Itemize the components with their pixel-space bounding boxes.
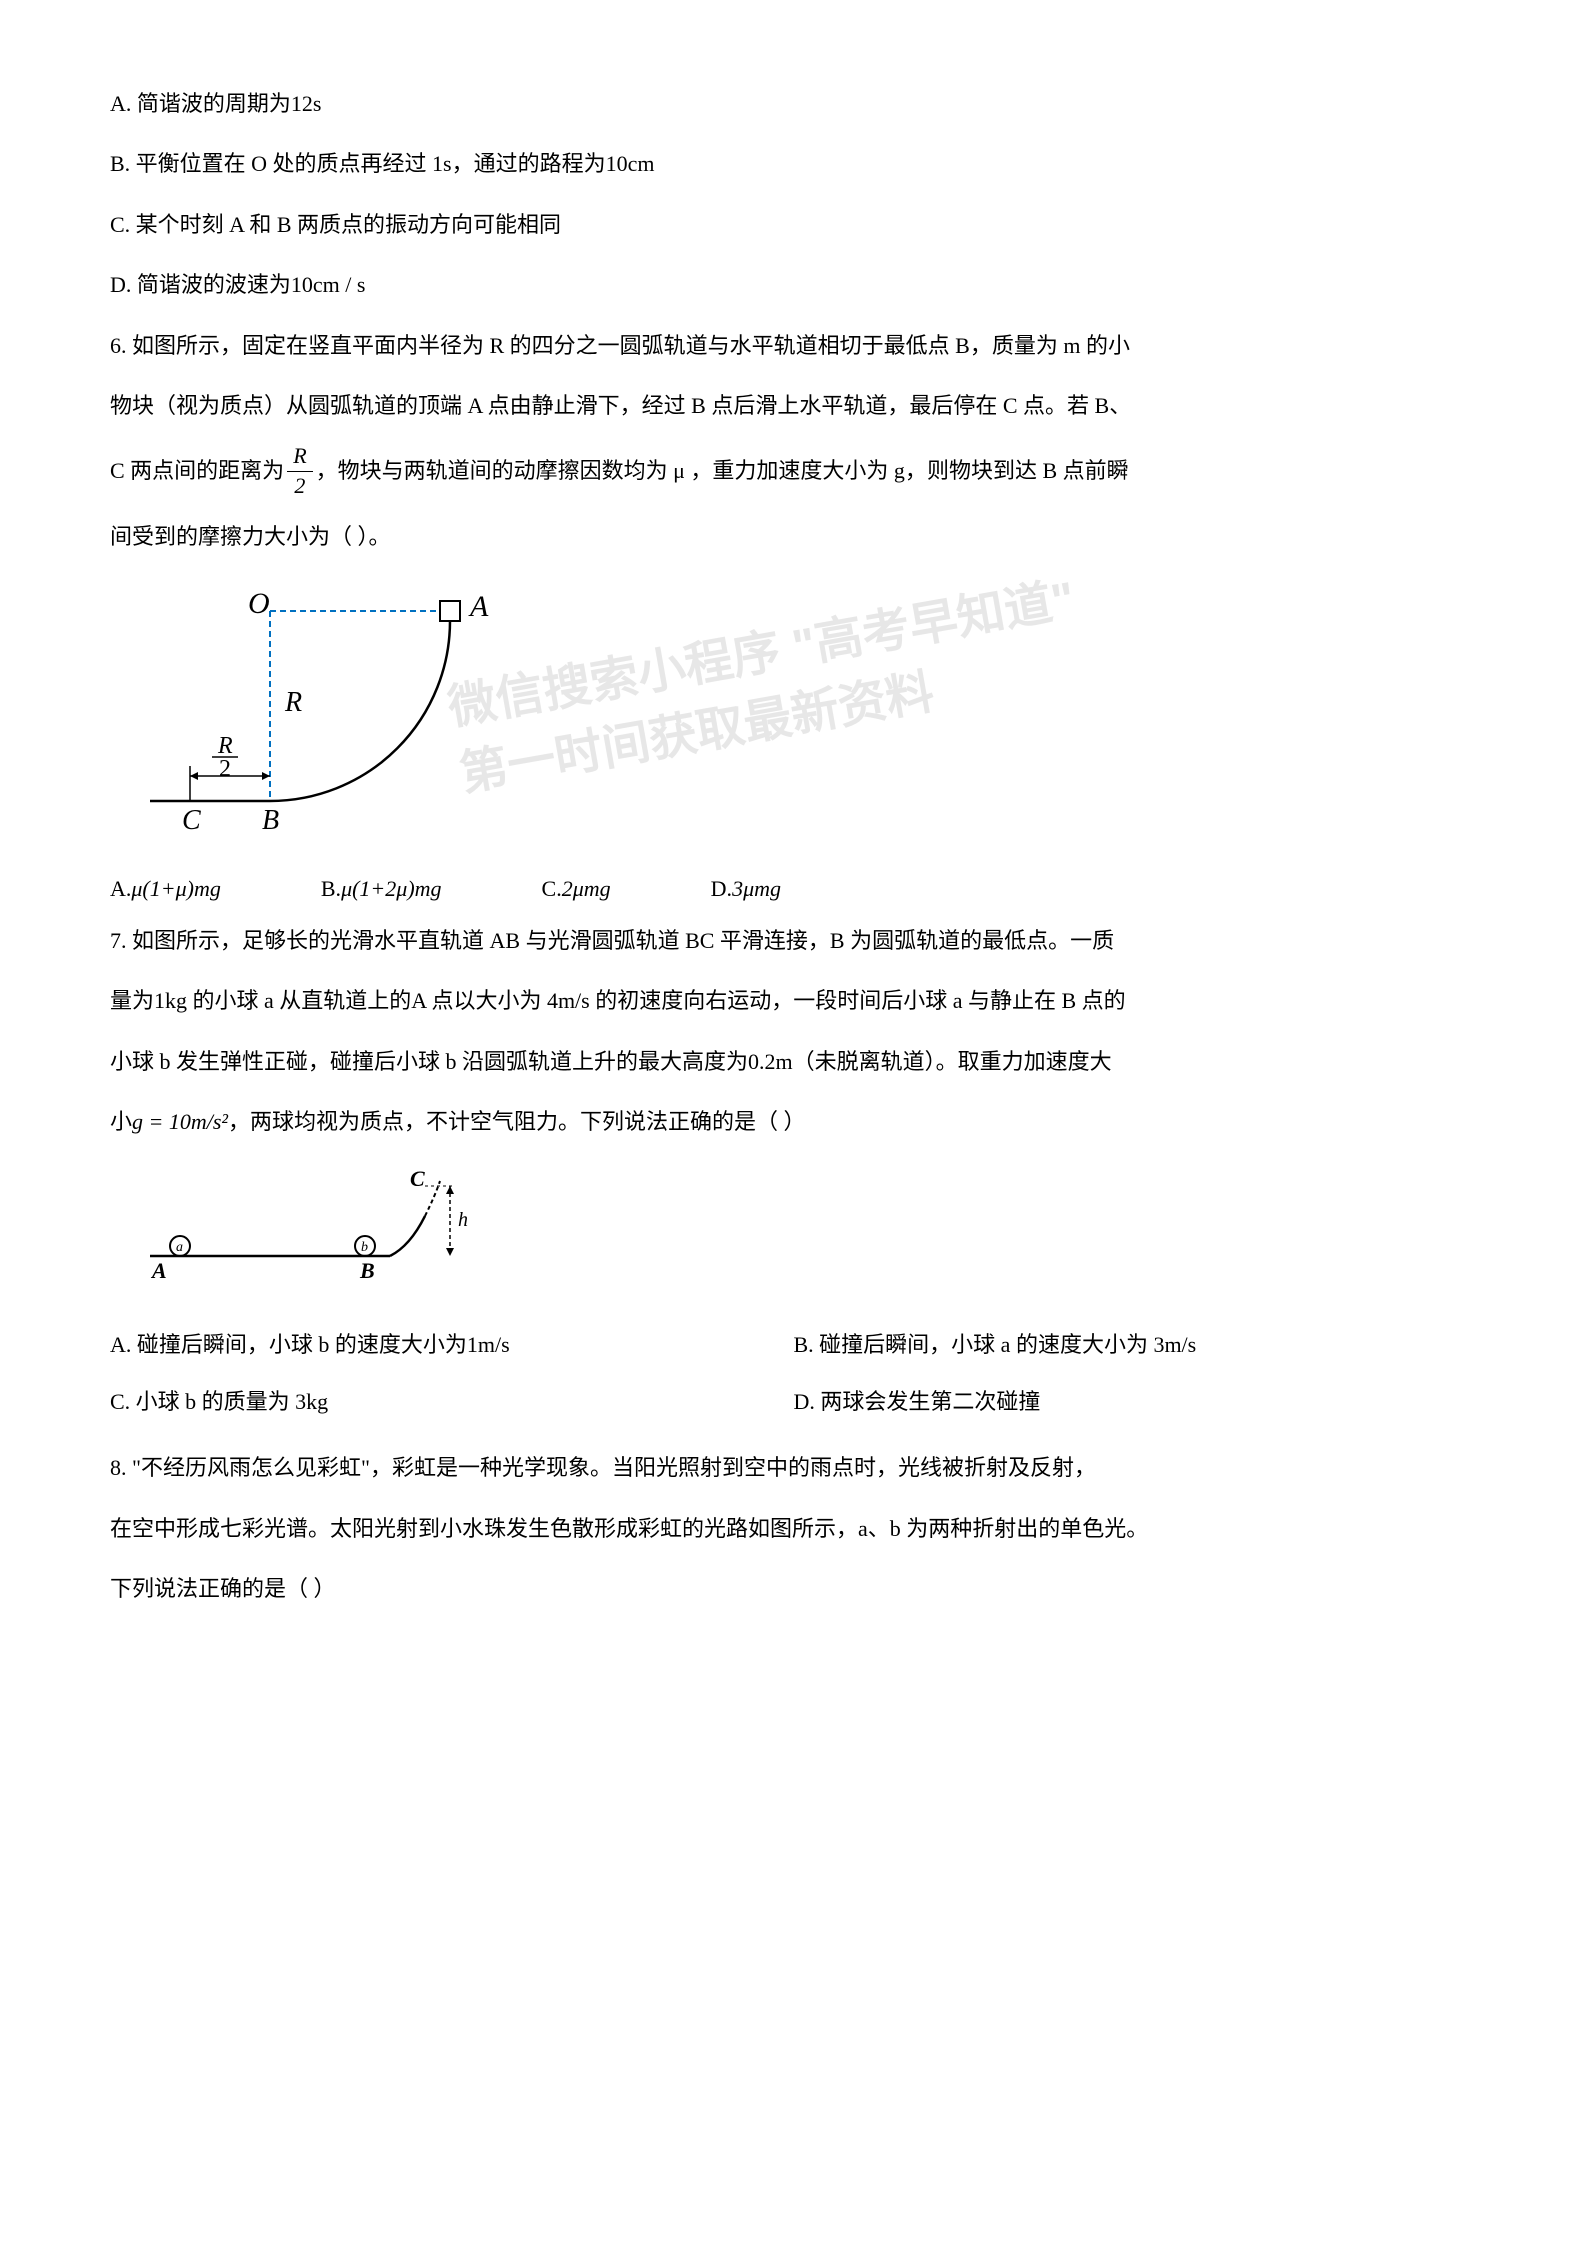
q6-r2-den: 2 (219, 756, 231, 782)
q6-frac-den: 2 (288, 472, 311, 501)
q7-options: A. 碰撞后瞬间，小球 b 的速度大小为1m/s B. 碰撞后瞬间，小球 a 的… (110, 1321, 1477, 1434)
q6-arrow-left (190, 772, 198, 780)
q6-arrow-right (262, 772, 270, 780)
q7-opt-c: C. 小球 b 的质量为 3kg (110, 1378, 794, 1426)
q6-options: A. μ(1+μ)mg B. μ(1+2μ)mg C. 2μmg D. 3μmg (110, 876, 1477, 902)
q7-diagram: a b A B C h (140, 1166, 1477, 1291)
q7-opt-b: B. 碰撞后瞬间，小球 a 的速度大小为 3m/s (794, 1321, 1478, 1369)
q7-line4: 小 g = 10m/s² ，两球均视为质点，不计空气阻力。下列说法正确的是（ ） (110, 1098, 1477, 1146)
q7-ball-a-label: a (176, 1240, 183, 1255)
q8-line3: 下列说法正确的是（ ） (110, 1565, 1477, 1613)
q6-opt-c: C. 2μmg (542, 876, 611, 902)
q6-text-3b: ，物块与两轨道间的动摩擦因数均为 μ ，重力加速度大小为 g，则物块到达 B 点… (316, 447, 1129, 495)
q7-opt-a: A. 碰撞后瞬间，小球 b 的速度大小为1m/s (110, 1321, 794, 1369)
q7-h-arrow-down (446, 1248, 454, 1256)
q6-label-c: C (182, 805, 201, 836)
q7-svg: a b A B C h (140, 1166, 500, 1286)
q6-opt-c-prefix: C. (542, 876, 562, 902)
q6-opt-d-formula: 3μmg (732, 876, 781, 902)
q5-option-a: A. 简谐波的周期为12s (110, 80, 1477, 128)
q7-arc-solid (390, 1216, 425, 1256)
q6-opt-b-formula: μ(1+2μ)mg (341, 876, 441, 902)
q5-option-c: C. 某个时刻 A 和 B 两质点的振动方向可能相同 (110, 201, 1477, 249)
q6-opt-c-formula: 2μmg (562, 876, 611, 902)
q6-opt-d: D. 3μmg (711, 876, 781, 902)
q6-text-line4: 间受到的摩擦力大小为（ ）。 (110, 513, 1477, 561)
q6-svg: O A R R 2 C B (140, 581, 500, 841)
q7-label-b: B (359, 1258, 375, 1283)
q7-opt-d: D. 两球会发生第二次碰撞 (794, 1378, 1478, 1426)
q7-h-arrow-up (446, 1186, 454, 1194)
q8-line1: 8. "不经历风雨怎么见彩虹"，彩虹是一种光学现象。当阳光照射到空中的雨点时，光… (110, 1444, 1477, 1492)
q7-ball-b-label: b (361, 1240, 368, 1255)
q7-line2: 量为1kg 的小球 a 从直轨道上的A 点以大小为 4m/s 的初速度向右运动，… (110, 977, 1477, 1025)
q6-label-o: O (248, 587, 270, 620)
q8-line2: 在空中形成七彩光谱。太阳光射到小水珠发生色散形成彩虹的光路如图所示，a、b 为两… (110, 1505, 1477, 1553)
q6-opt-a: A. μ(1+μ)mg (110, 876, 221, 902)
q6-diagram: O A R R 2 C B (140, 581, 1477, 846)
q6-block-a (440, 601, 460, 621)
q6-label-b: B (262, 805, 279, 836)
q7-label-h: h (458, 1209, 468, 1231)
q7-label-c: C (410, 1166, 425, 1191)
q6-opt-a-formula: μ(1+μ)mg (131, 876, 220, 902)
q6-text-line1: 6. 如图所示，固定在竖直平面内半径为 R 的四分之一圆弧轨道与水平轨道相切于最… (110, 322, 1477, 370)
q7-line4a: 小 (110, 1098, 132, 1146)
q6-opt-b-prefix: B. (321, 876, 341, 902)
q6-label-r: R (284, 687, 302, 718)
q6-frac-r2: R 2 (287, 442, 312, 500)
q7-label-a: A (150, 1258, 167, 1283)
q6-opt-a-prefix: A. (110, 876, 131, 902)
q6-label-a: A (468, 590, 489, 623)
q6-text-3a: C 两点间的距离为 (110, 447, 284, 495)
q6-frac-num: R (287, 442, 312, 472)
q6-opt-d-prefix: D. (711, 876, 732, 902)
q6-text-line3: C 两点间的距离为 R 2 ，物块与两轨道间的动摩擦因数均为 μ ，重力加速度大… (110, 442, 1477, 500)
q6-opt-b: B. μ(1+2μ)mg (321, 876, 442, 902)
q7-line4b: ，两球均视为质点，不计空气阻力。下列说法正确的是（ ） (228, 1098, 806, 1146)
q5-option-b: B. 平衡位置在 O 处的质点再经过 1s，通过的路程为10cm (110, 140, 1477, 188)
q7-g-formula: g = 10m/s² (132, 1098, 228, 1146)
q7-line1: 7. 如图所示，足够长的光滑水平直轨道 AB 与光滑圆弧轨道 BC 平滑连接，B… (110, 917, 1477, 965)
q5-option-d: D. 简谐波的波速为10cm / s (110, 261, 1477, 309)
q7-line3: 小球 b 发生弹性正碰，碰撞后小球 b 沿圆弧轨道上升的最大高度为0.2m（未脱… (110, 1038, 1477, 1086)
q6-text-line2: 物块（视为质点）从圆弧轨道的顶端 A 点由静止滑下，经过 B 点后滑上水平轨道，… (110, 382, 1477, 430)
